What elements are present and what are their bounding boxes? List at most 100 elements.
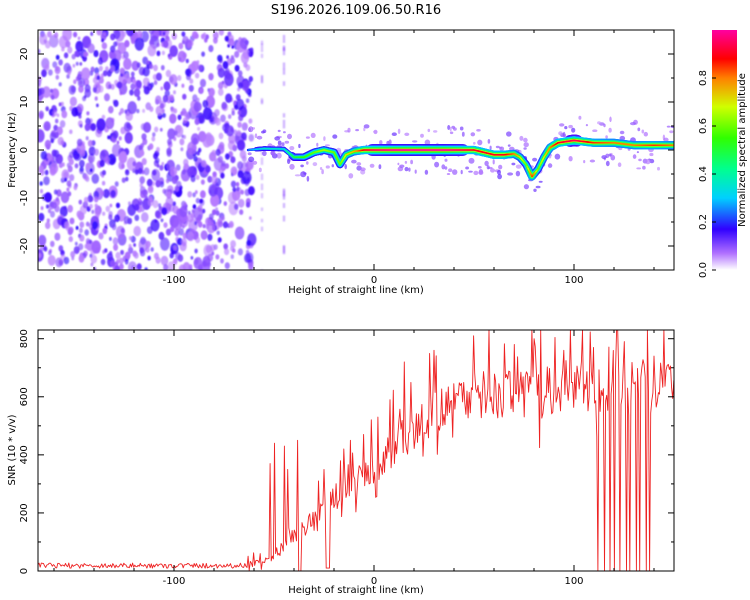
noise-blob: [217, 67, 226, 78]
noise-blob: [85, 136, 89, 141]
noise-blob: [67, 204, 73, 213]
noise-blob: [67, 165, 73, 173]
ridge-speckle: [276, 152, 282, 159]
noise-blob: [231, 189, 241, 201]
noise-blob: [179, 205, 188, 218]
noise-blob: [181, 169, 186, 175]
colorbar-label: Normalized spectral amplitude: [737, 73, 748, 227]
noise-blob: [58, 35, 69, 49]
noise-blob: [107, 153, 117, 166]
noise-blob: [177, 237, 183, 246]
noise-blob: [128, 201, 131, 206]
ridge-speckle: [609, 116, 612, 123]
noise-blob: [202, 107, 213, 120]
noise-blob: [73, 246, 80, 255]
noise-blob: [64, 221, 70, 229]
noise-blob: [191, 31, 198, 40]
noise-blob: [38, 49, 41, 54]
noise-blob: [72, 63, 76, 68]
noise-blob: [134, 37, 145, 51]
noise-blob: [136, 108, 140, 114]
noise-blob: [174, 228, 180, 237]
noise-blob: [73, 79, 77, 85]
noise-blob: [193, 101, 202, 113]
noise-blob: [153, 80, 158, 86]
noise-streak: [260, 173, 264, 181]
ridge-speckle: [499, 146, 505, 151]
noise-blob: [38, 88, 42, 97]
noise-blob: [44, 169, 49, 176]
noise-blob: [68, 158, 74, 166]
noise-blob: [134, 203, 140, 211]
noise-blob: [38, 234, 47, 246]
noise-blob: [93, 50, 99, 58]
noise-blob: [79, 62, 83, 66]
noise-blob: [110, 45, 116, 53]
noise-blob: [192, 192, 196, 198]
noise-blob: [38, 80, 42, 86]
noise-blob: [240, 189, 244, 195]
noise-streak: [282, 190, 286, 196]
noise-blob: [101, 42, 107, 50]
noise-blob: [52, 61, 58, 68]
noise-blob: [156, 163, 160, 168]
noise-blob: [104, 156, 110, 164]
noise-blob: [87, 43, 95, 54]
noise-blob: [200, 190, 206, 199]
ridge-speckle: [360, 167, 366, 172]
noise-streak: [282, 203, 286, 208]
ridge-speckle: [547, 163, 553, 168]
noise-blob: [78, 227, 83, 234]
noise-blob: [169, 94, 175, 102]
noise-streak: [260, 76, 264, 83]
noise-blob: [162, 31, 166, 36]
noise-blob: [38, 129, 45, 143]
noise-blob: [73, 185, 78, 191]
ridge-speckle: [331, 164, 334, 168]
noise-streak: [260, 40, 264, 45]
noise-blob: [90, 123, 97, 132]
noise-blob: [181, 238, 187, 247]
ridge-speckle: [300, 164, 304, 168]
colorbar-tick-label: 0.0: [698, 262, 709, 278]
noise-blob: [63, 52, 69, 59]
noise-blob: [114, 214, 121, 223]
noise-blob: [153, 152, 158, 160]
noise-blob: [130, 235, 136, 243]
ridge-speckle: [388, 139, 392, 145]
y-tick-label: 0: [19, 568, 30, 574]
spectrogram-noise: [38, 30, 286, 270]
noise-blob: [87, 195, 93, 203]
noise-blob: [77, 36, 81, 41]
ridge-speckle: [487, 139, 491, 144]
noise-blob: [63, 62, 71, 73]
noise-blob: [218, 88, 224, 96]
noise-blob: [108, 50, 116, 59]
noise-blob: [84, 88, 91, 98]
noise-blob: [63, 205, 67, 210]
noise-blob: [149, 63, 154, 70]
noise-blob: [194, 72, 200, 79]
noise-blob: [225, 125, 234, 137]
ridge-speckle: [497, 169, 501, 175]
noise-blob: [79, 159, 85, 168]
noise-blob: [173, 217, 183, 231]
noise-blob: [143, 86, 150, 95]
noise-blob: [182, 93, 187, 100]
noise-blob: [144, 267, 148, 270]
noise-blob: [124, 40, 130, 48]
noise-blob: [139, 149, 145, 157]
noise-blob: [84, 229, 89, 236]
noise-blob: [245, 249, 250, 255]
ridge-speckle: [643, 131, 648, 137]
noise-blob: [48, 69, 53, 76]
ridge-speckle: [578, 115, 582, 120]
noise-blob: [170, 106, 176, 113]
y-tick-label: 400: [19, 445, 30, 464]
noise-blob: [178, 42, 184, 50]
ridge-speckle: [477, 139, 483, 146]
noise-streak: [282, 81, 286, 86]
noise-blob: [177, 75, 182, 81]
ridge-speckle: [495, 145, 500, 149]
noise-blob: [107, 135, 111, 140]
